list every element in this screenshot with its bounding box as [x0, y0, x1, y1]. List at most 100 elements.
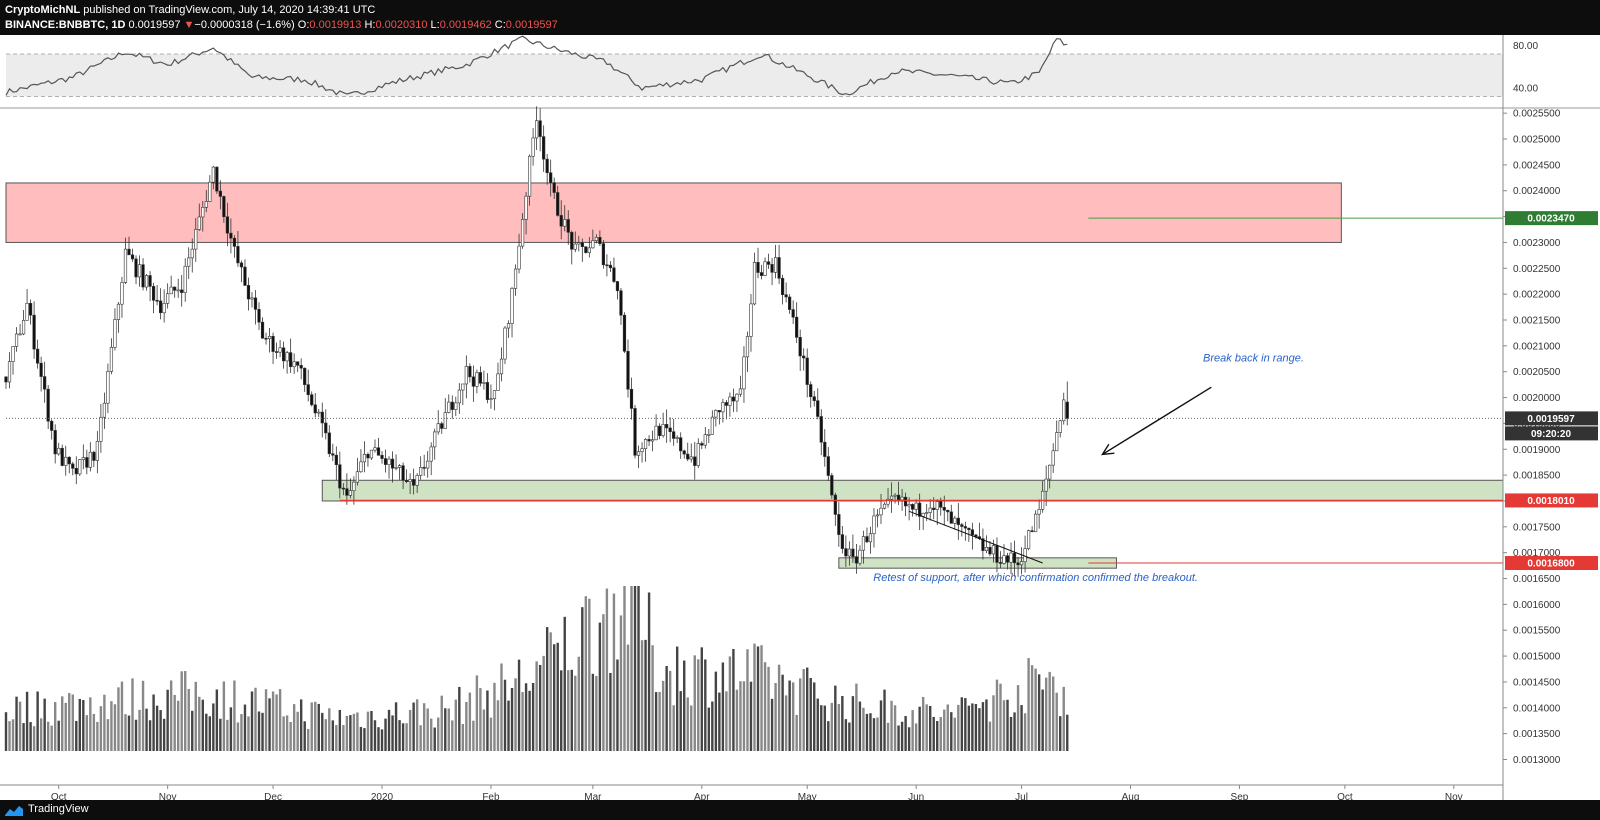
symbol-label[interactable]: BINANCE:BNBBTC, 1D [5, 19, 126, 31]
volume-bar [690, 705, 693, 751]
candle-body [81, 457, 85, 460]
volume-bar [117, 687, 120, 751]
candle-body [148, 275, 152, 287]
candle-body [292, 361, 296, 368]
volume-bar [233, 680, 236, 751]
rsi-tick-label: 40.00 [1513, 83, 1538, 94]
volume-bar [145, 708, 148, 751]
volume-bar [704, 659, 707, 751]
price-tick-label: 0.0025000 [1513, 135, 1561, 146]
volume-bar [552, 644, 556, 751]
level-tag-1-bg [1505, 493, 1598, 508]
candle-body [183, 265, 187, 293]
level-tag-1: 0.0018010 [1527, 496, 1575, 507]
time-tick-label: Jul [1015, 792, 1028, 800]
volume-bar [489, 717, 493, 751]
volume-bar [651, 645, 654, 751]
volume-bar [946, 704, 949, 751]
volume-bar [721, 662, 725, 751]
volume-bar [408, 709, 412, 751]
volume-bar [739, 681, 742, 751]
volume-bar [247, 716, 250, 751]
rsi-tick-label: 80.00 [1513, 41, 1538, 52]
candle-body [130, 254, 135, 260]
volume-bar [46, 721, 50, 751]
volume-bar [426, 708, 429, 751]
candle-body [144, 275, 149, 288]
volume-bar [454, 699, 458, 751]
candle-body [520, 219, 525, 247]
volume-bar [813, 682, 816, 751]
volume-bar [461, 723, 465, 751]
candle-body [151, 286, 156, 301]
volume-bar [120, 681, 124, 751]
candle-body [570, 232, 574, 250]
candle-body [243, 266, 247, 286]
volume-bar [36, 691, 39, 751]
volume-bar [89, 697, 92, 751]
volume-bar [50, 725, 53, 751]
volume-bar [155, 705, 159, 751]
candle-body [612, 267, 616, 282]
candle-body [928, 507, 932, 513]
volume-bar [577, 656, 580, 751]
volume-bar [964, 698, 967, 751]
volume-bar [567, 670, 570, 751]
candle-body [95, 441, 99, 461]
candle-body [549, 172, 553, 183]
candle-body [830, 475, 834, 496]
volume-bar [187, 688, 190, 751]
volume-bar [932, 716, 935, 751]
price-chart[interactable]: Break back in range. Retest of support, … [0, 35, 1600, 800]
tradingview-logo-icon[interactable] [4, 803, 24, 817]
candle-body [745, 336, 750, 358]
volume-bar [359, 726, 363, 751]
candle-body [229, 232, 233, 239]
price-tick-label: 0.0015500 [1513, 626, 1561, 637]
volume-bar [640, 640, 644, 751]
candle-body [303, 367, 307, 385]
candle-body [306, 384, 310, 395]
candle-body [257, 309, 261, 323]
level-tag-2-bg [1505, 556, 1598, 571]
volume-bar [619, 615, 623, 751]
candle-body [419, 467, 423, 476]
author-name[interactable]: CryptoMichNL [5, 4, 81, 16]
candle-body [464, 366, 468, 385]
candle-body [478, 372, 483, 384]
candle-body [394, 467, 398, 469]
low-label: L: [430, 19, 440, 31]
footer-brand[interactable]: TradingView [28, 803, 89, 815]
price-tick-label: 0.0020500 [1513, 367, 1561, 378]
volume-bar [240, 714, 243, 751]
candle-body [960, 524, 964, 527]
candle-body [422, 467, 426, 469]
volume-bar [275, 694, 278, 751]
candle-body [953, 517, 957, 524]
volume-bar [1002, 700, 1006, 751]
price-tick-label: 0.0014500 [1513, 677, 1561, 688]
volume-bar [250, 691, 254, 751]
candle-body [868, 533, 873, 543]
volume-bar [387, 709, 391, 751]
volume-bar [184, 671, 187, 751]
candle-body [773, 257, 778, 273]
candle-body [169, 286, 173, 295]
volume-bar [851, 696, 855, 751]
time-tick-label: Nov [1445, 792, 1463, 800]
volume-bar [798, 678, 802, 751]
volume-bar [588, 598, 591, 751]
price-change: −0.0000318 (−1.6%) [194, 19, 295, 31]
volume-bar [1030, 665, 1034, 751]
candle-body [25, 303, 29, 321]
volume-bar [943, 709, 946, 751]
candle-body [352, 481, 356, 491]
volume-bar [335, 725, 338, 751]
candle-body [447, 401, 451, 413]
candle-body [355, 471, 360, 483]
volume-bar [162, 718, 166, 751]
volume-bar [113, 704, 117, 751]
volume-bar [988, 721, 992, 751]
candle-body [672, 431, 676, 439]
candle-body [187, 257, 191, 267]
